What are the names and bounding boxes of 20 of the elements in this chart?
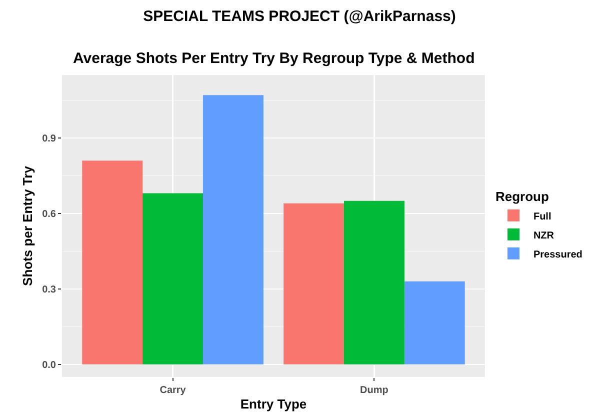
x-axis-title: Entry Type xyxy=(240,396,307,412)
y-axis-title: Shots per Entry Try xyxy=(20,165,36,286)
bar xyxy=(284,203,344,364)
x-tick-label: Carry xyxy=(160,385,186,396)
legend-label: Full xyxy=(533,211,552,222)
bar xyxy=(344,200,404,364)
legend-label: NZR xyxy=(533,230,555,242)
y-tick-label: 0.6 xyxy=(42,208,56,220)
y-tick-label: 0.3 xyxy=(42,284,56,296)
chart-title: SPECIAL TEAMS PROJECT (@ArikParnass) xyxy=(143,8,456,25)
bar xyxy=(142,193,203,364)
bar xyxy=(82,160,143,364)
y-tick-label: 0.9 xyxy=(42,133,56,144)
chart-subtitle: Average Shots Per Entry Try By Regroup Type & Method xyxy=(73,50,475,67)
legend-label: Pressured xyxy=(533,249,582,260)
x-tick-label: Dump xyxy=(360,385,388,396)
bar xyxy=(203,95,264,364)
bar xyxy=(404,281,465,364)
y-tick-label: 0.0 xyxy=(42,360,56,371)
legend-title: Regroup xyxy=(495,188,549,204)
